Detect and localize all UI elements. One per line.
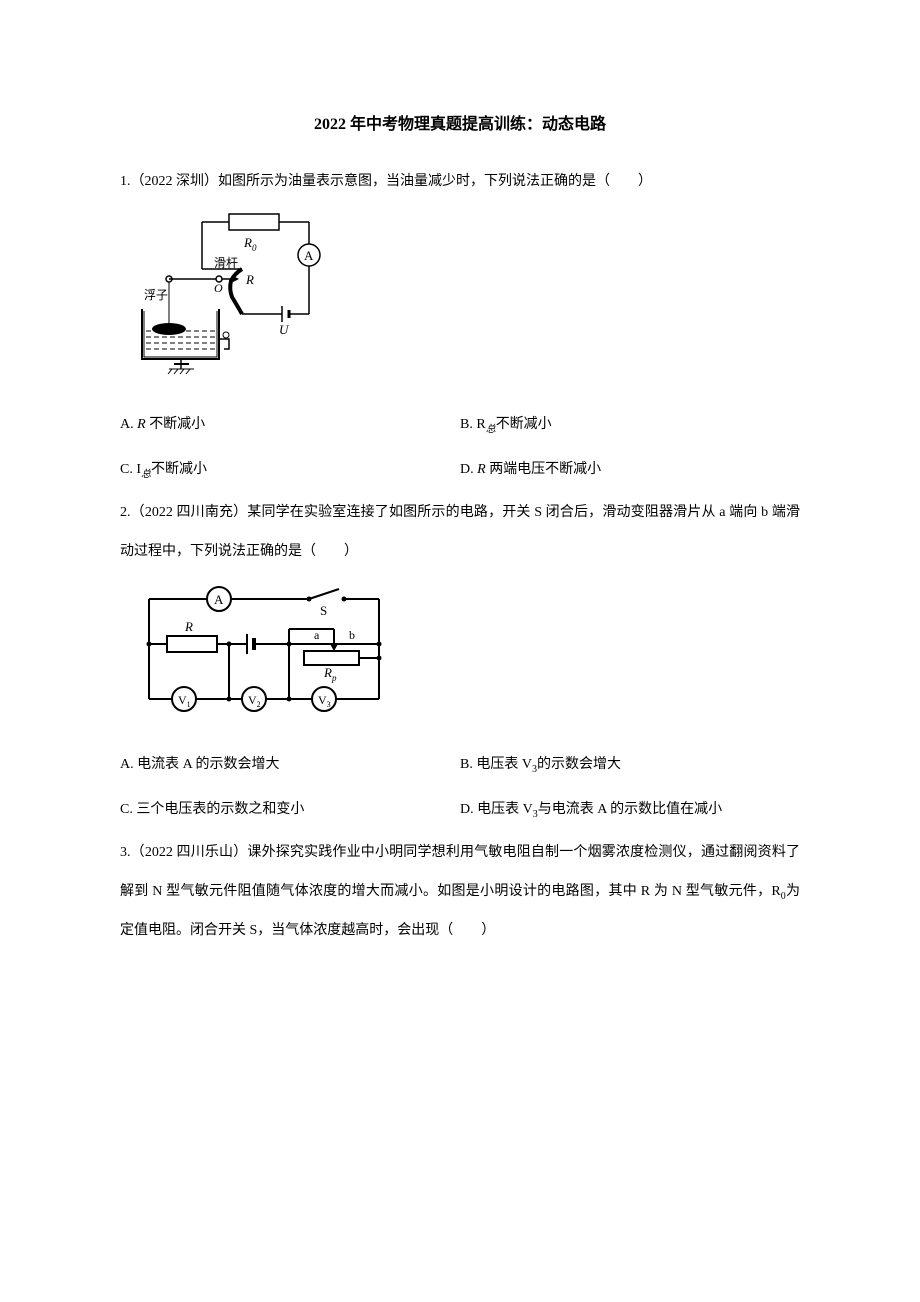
q3-stem: 3.（2022 四川乐山）课外探究实践作业中小明同学想利用气敏电阻自制一个烟雾浓… — [120, 833, 800, 951]
q1-option-a: A. R 不断减小 — [120, 403, 460, 448]
u-label: U — [279, 322, 290, 337]
q1-option-d: D. R 两端电压不断减小 — [460, 448, 800, 493]
q2-option-b: B. 电压表 V3的示数会增大 — [460, 743, 800, 788]
switch-s: S — [320, 603, 327, 618]
q2-circuit-diagram: A S R Rp a b — [134, 579, 800, 729]
q1-option-b: B. R总不断减小 — [460, 403, 800, 448]
a-label: a — [314, 628, 320, 642]
q2-option-d: D. 电压表 V3与电流表 A 的示数比值在减小 — [460, 788, 800, 833]
v1-label: V1 — [178, 693, 191, 709]
float-label: 浮子 — [144, 288, 168, 302]
q1-option-c: C. I总不断减小 — [120, 448, 460, 493]
r0-label: R0 — [243, 235, 257, 253]
rp-label: Rp — [323, 665, 337, 683]
r-label: R — [245, 272, 254, 287]
ammeter-label: A — [304, 248, 314, 263]
v3-label: V3 — [318, 693, 331, 709]
q1-stem: 1.（2022 深圳）如图所示为油量表示意图，当油量减少时，下列说法正确的是（ … — [120, 162, 800, 201]
q2-option-c: C. 三个电压表的示数之和变小 — [120, 788, 460, 833]
slider-label: 滑杆 — [214, 256, 238, 270]
q2-option-a: A. 电流表 A 的示数会增大 — [120, 743, 460, 788]
q1-circuit-diagram: R0 A U R O 滑杆 浮子 — [134, 209, 800, 389]
q2-stem: 2.（2022 四川南充）某同学在实验室连接了如图所示的电路，开关 S 闭合后，… — [120, 493, 800, 571]
v2-label: V2 — [248, 693, 261, 709]
r-label-2: R — [184, 619, 193, 634]
page-title: 2022 年中考物理真题提高训练：动态电路 — [120, 110, 800, 134]
o-label: O — [214, 281, 223, 295]
ammeter-a: A — [214, 592, 224, 607]
b-label: b — [349, 628, 355, 642]
